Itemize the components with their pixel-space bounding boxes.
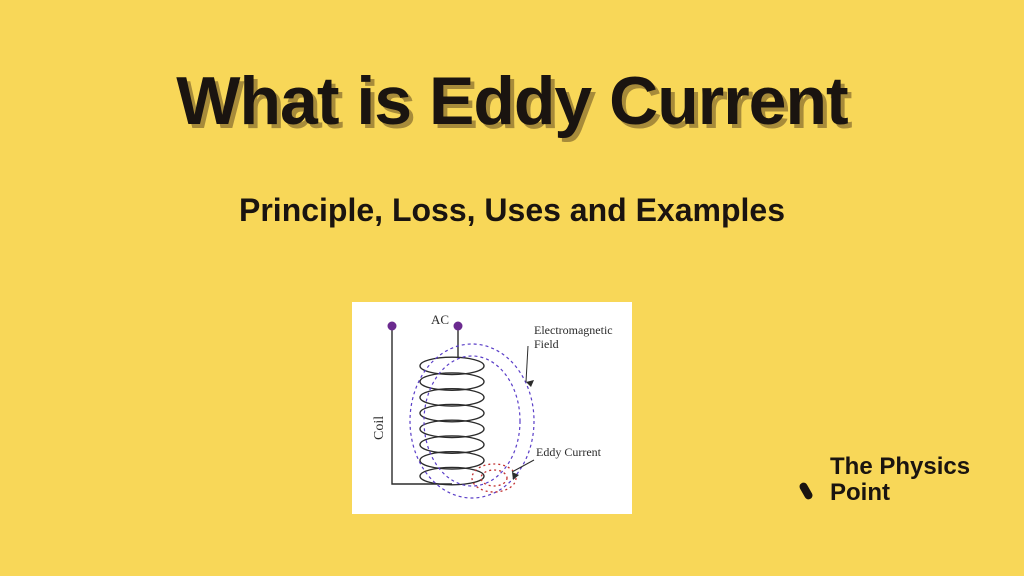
svg-text:Eddy Current: Eddy Current	[536, 445, 602, 459]
logo-mark-icon	[782, 452, 822, 507]
page-subtitle: Principle, Loss, Uses and Examples	[0, 192, 1024, 229]
logo-text-line1: The Physics	[830, 454, 970, 479]
diagram-svg: AC ElectromagneticField Eddy Current	[352, 302, 632, 514]
logo-text: The Physics Point	[830, 454, 970, 504]
svg-text:Electromagnetic: Electromagnetic	[534, 323, 613, 337]
brand-logo: The Physics Point	[782, 452, 970, 507]
logo-text-line2: Point	[830, 480, 970, 505]
page-title: What is Eddy Current	[0, 62, 1024, 140]
svg-text:AC: AC	[431, 312, 449, 327]
eddy-current-diagram: AC ElectromagneticField Eddy Current Coil	[352, 302, 632, 514]
diagram-label-coil: Coil	[372, 416, 388, 440]
infographic-canvas: What is Eddy Current Principle, Loss, Us…	[0, 0, 1024, 576]
svg-text:Field: Field	[534, 337, 559, 351]
logo-svg	[782, 452, 822, 502]
